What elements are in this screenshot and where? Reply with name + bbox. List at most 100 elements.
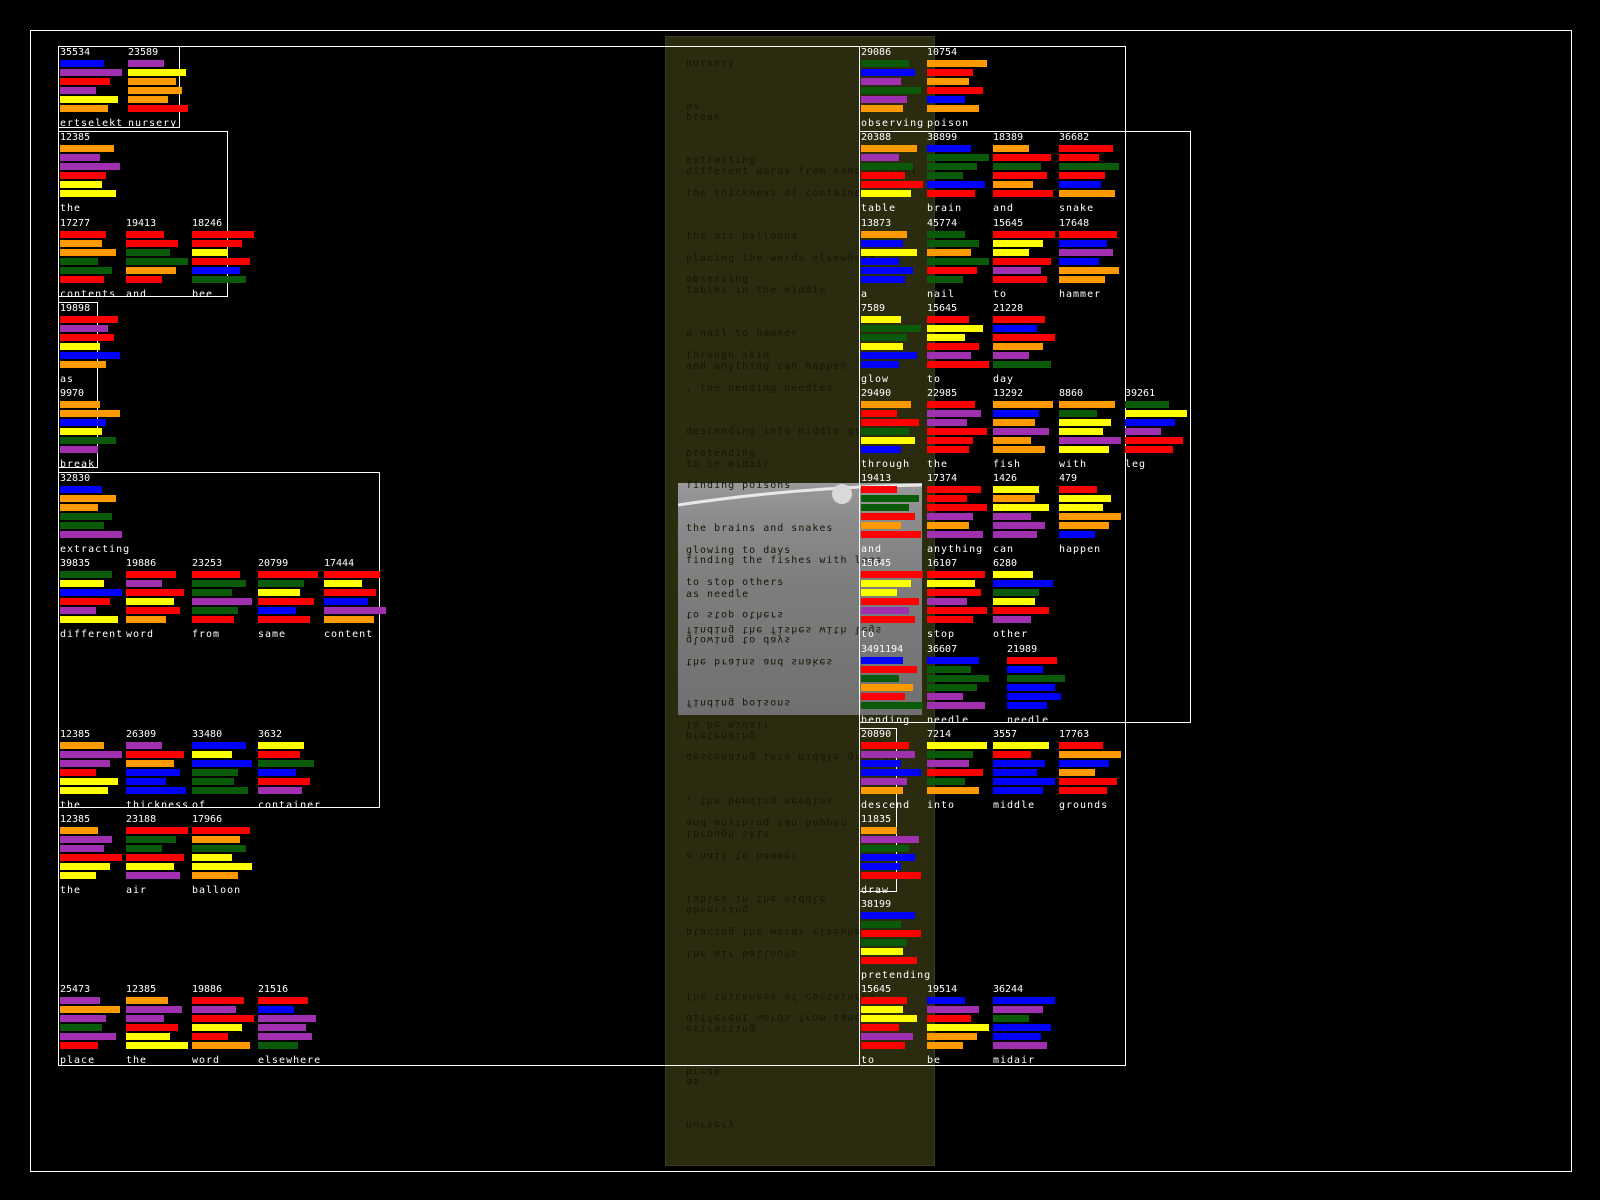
color-bar bbox=[126, 997, 168, 1004]
color-bar bbox=[861, 181, 923, 188]
color-bar bbox=[60, 428, 102, 435]
color-bar bbox=[258, 616, 310, 623]
cell-count: 23589 bbox=[128, 47, 159, 58]
color-bar bbox=[927, 446, 969, 453]
color-bar bbox=[60, 325, 108, 332]
color-bar bbox=[861, 428, 909, 435]
cell-bars bbox=[126, 231, 189, 288]
color-bar bbox=[993, 751, 1031, 758]
cell-count: 20890 bbox=[861, 729, 892, 740]
word-cell: 1426 can bbox=[991, 472, 1056, 557]
color-bar bbox=[1059, 522, 1109, 529]
color-bar bbox=[126, 267, 176, 274]
color-bar bbox=[861, 836, 919, 843]
word-cell: 25473 place bbox=[58, 983, 123, 1068]
color-bar bbox=[60, 1024, 102, 1031]
word-cell: 38199 pretending bbox=[859, 898, 930, 983]
color-bar bbox=[861, 96, 907, 103]
cell-bars bbox=[60, 316, 123, 373]
color-bar bbox=[126, 607, 180, 614]
cell-word: a bbox=[861, 289, 869, 300]
cell-count: 39835 bbox=[60, 558, 91, 569]
cell-count: 38199 bbox=[861, 899, 892, 910]
cell-count: 19886 bbox=[192, 984, 223, 995]
color-bar bbox=[1059, 428, 1103, 435]
word-cell: 3491194 bending bbox=[859, 643, 924, 728]
color-bar bbox=[927, 580, 975, 587]
color-bar bbox=[927, 428, 987, 435]
cell-count: 19898 bbox=[60, 303, 91, 314]
color-bar bbox=[861, 693, 905, 700]
color-bar bbox=[861, 531, 921, 538]
color-bar bbox=[60, 787, 108, 794]
color-bar bbox=[60, 343, 100, 350]
cell-word: thickness bbox=[126, 800, 190, 811]
cell-count: 23188 bbox=[126, 814, 157, 825]
color-bar bbox=[861, 939, 907, 946]
color-bar bbox=[927, 163, 977, 170]
word-cell: 36607 needle bbox=[925, 643, 990, 728]
cell-word: air bbox=[126, 885, 148, 896]
color-bar bbox=[1059, 751, 1121, 758]
cell-word: into bbox=[927, 800, 956, 811]
word-cell: 17374 anything bbox=[925, 472, 990, 557]
cell-bars bbox=[1059, 145, 1122, 202]
color-bar bbox=[861, 172, 905, 179]
color-bar bbox=[927, 742, 987, 749]
word-cell: 15645 to bbox=[859, 557, 924, 642]
poem-line: finding poisons bbox=[686, 480, 792, 491]
word-cell: 19514 be bbox=[925, 983, 990, 1068]
color-bar bbox=[861, 657, 903, 664]
color-bar bbox=[1059, 760, 1109, 767]
cell-word: needle bbox=[1007, 715, 1050, 726]
color-bar bbox=[1059, 787, 1107, 794]
cell-count: 15645 bbox=[927, 303, 958, 314]
color-bar bbox=[927, 787, 979, 794]
color-bar bbox=[861, 316, 901, 323]
color-bar bbox=[861, 325, 921, 332]
color-bar bbox=[861, 69, 915, 76]
color-bar bbox=[60, 845, 104, 852]
color-bar bbox=[192, 231, 254, 238]
color-bar bbox=[861, 787, 903, 794]
cell-count: 13292 bbox=[993, 388, 1024, 399]
cell-bars bbox=[993, 997, 1056, 1054]
color-bar bbox=[192, 249, 228, 256]
color-bar bbox=[927, 69, 973, 76]
color-bar bbox=[126, 598, 174, 605]
color-bar bbox=[60, 854, 122, 861]
color-bar bbox=[126, 249, 170, 256]
word-cell: 17763 grounds bbox=[1057, 728, 1122, 813]
cell-word: with bbox=[1059, 459, 1088, 470]
color-bar bbox=[258, 1042, 298, 1049]
color-bar bbox=[861, 872, 921, 879]
color-bar bbox=[927, 693, 963, 700]
cell-bars bbox=[861, 145, 924, 202]
cell-word: be bbox=[927, 1055, 942, 1066]
color-bar bbox=[258, 571, 318, 578]
cell-count: 479 bbox=[1059, 473, 1078, 484]
group-frame-extracting bbox=[58, 472, 380, 808]
color-bar bbox=[861, 154, 899, 161]
color-bar bbox=[192, 836, 240, 843]
cell-count: 17763 bbox=[1059, 729, 1090, 740]
color-bar bbox=[1059, 145, 1113, 152]
poem-line: the thickness of containers bbox=[686, 188, 876, 199]
cell-bars bbox=[861, 997, 924, 1054]
color-bar bbox=[861, 997, 907, 1004]
color-bar bbox=[126, 863, 174, 870]
color-bar bbox=[993, 598, 1035, 605]
color-bar bbox=[993, 1015, 1029, 1022]
word-cell: 35534 ertselekt bbox=[58, 46, 123, 131]
cell-count: 45774 bbox=[927, 218, 958, 229]
cell-bars bbox=[927, 145, 990, 202]
cell-word: to bbox=[861, 1055, 876, 1066]
word-cell: 6280 other bbox=[991, 557, 1056, 642]
color-bar bbox=[1125, 428, 1161, 435]
cell-bars bbox=[1059, 401, 1122, 458]
cell-count: 33480 bbox=[192, 729, 223, 740]
poem-line: the air balloons bbox=[686, 231, 799, 242]
cell-word: elsewhere bbox=[258, 1055, 322, 1066]
color-bar bbox=[927, 154, 989, 161]
word-cell: 39261 leg bbox=[1123, 387, 1188, 472]
